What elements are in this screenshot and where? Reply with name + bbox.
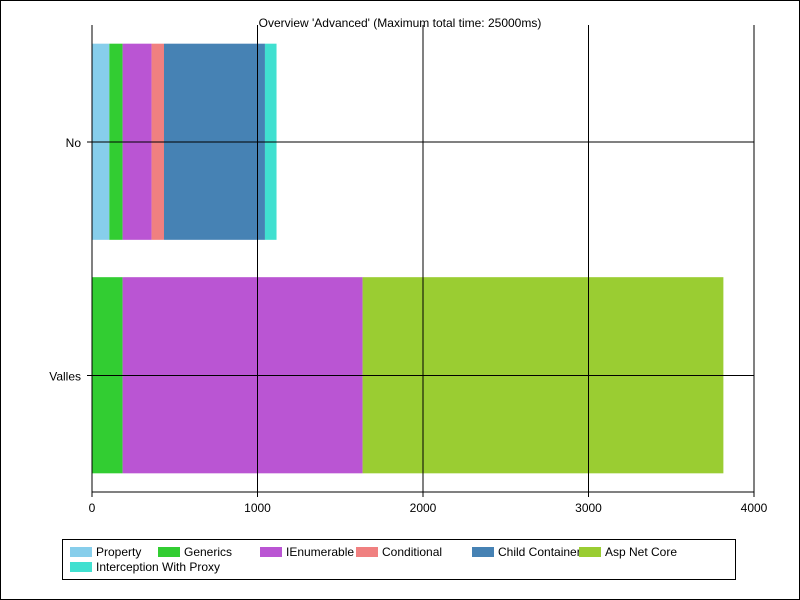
legend-item: Asp Net Core	[579, 545, 677, 559]
legend-swatch	[356, 547, 378, 557]
legend-item: Property	[70, 545, 141, 559]
legend-label: Asp Net Core	[605, 545, 678, 559]
legend-label: Property	[96, 545, 142, 559]
legend-item: IEnumerable	[260, 545, 354, 559]
x-tick-label: 1000	[244, 501, 271, 515]
legend-swatch	[579, 547, 601, 557]
grid-layer	[87, 25, 755, 492]
legend-item: Generics	[158, 545, 232, 559]
legend-label: Child Container	[498, 545, 581, 559]
y-category-label: No	[66, 136, 82, 150]
bars-layer	[92, 43, 724, 474]
legend-label: Generics	[184, 545, 233, 559]
x-tick-label: 4000	[741, 501, 768, 515]
legend-swatch	[260, 547, 282, 557]
legend-swatch	[70, 547, 92, 557]
legend-label: Conditional	[382, 545, 443, 559]
x-tick-label: 2000	[410, 501, 437, 515]
legend-swatch	[472, 547, 494, 557]
legend-swatch	[70, 562, 92, 572]
y-category-label: Valles	[49, 369, 81, 383]
axis-layer: 0 1000 2000 3000 4000 No Valles	[49, 25, 768, 515]
x-tick-label: 0	[89, 501, 96, 515]
legend-label: Interception With Proxy	[96, 560, 221, 574]
legend-item: Child Container	[472, 545, 581, 559]
legend-item: Conditional	[356, 545, 442, 559]
legend: Property Generics IEnumerable Conditional Ch…	[62, 539, 736, 580]
chart-title: Overview 'Advanced' (Maximum total time:…	[258, 16, 542, 30]
legend-item: Interception With Proxy	[70, 560, 220, 574]
x-tick-label: 3000	[575, 501, 602, 515]
legend-swatch	[158, 547, 180, 557]
legend-label: IEnumerable	[286, 545, 355, 559]
